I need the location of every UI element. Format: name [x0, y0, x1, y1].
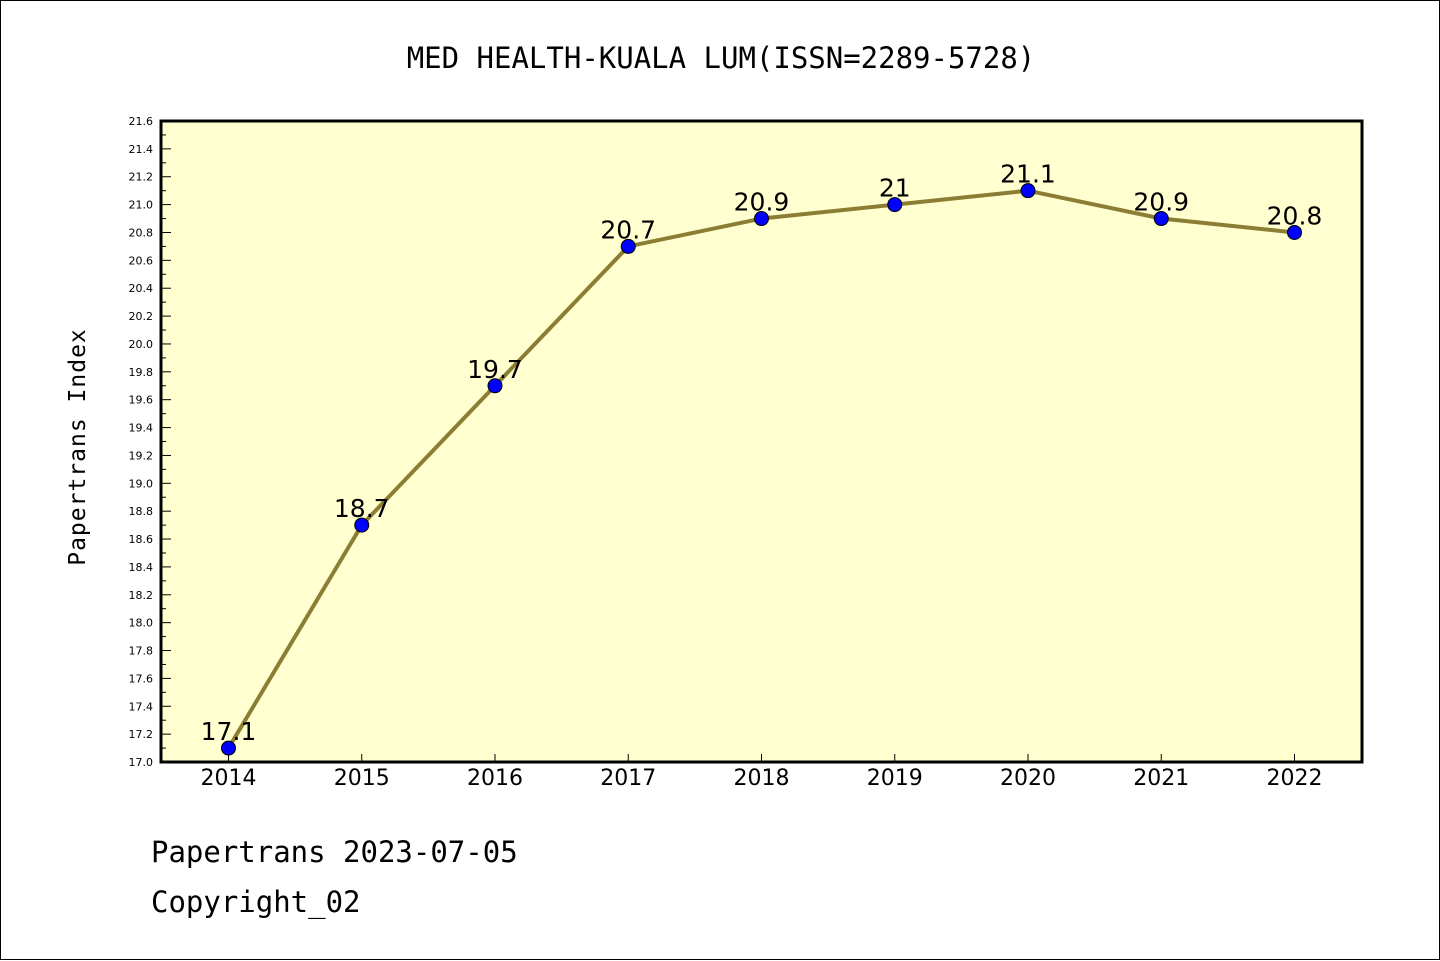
- y-tick-label: 20.0: [129, 338, 154, 351]
- x-tick-label: 2018: [734, 766, 790, 791]
- y-tick-label: 20.6: [129, 254, 154, 267]
- x-tick-label: 2014: [201, 766, 257, 791]
- data-point: [620, 238, 636, 254]
- data-point: [887, 197, 903, 213]
- y-tick-label: 18.6: [129, 533, 154, 546]
- data-point: [1153, 211, 1169, 227]
- x-tick-label: 2019: [867, 766, 923, 791]
- data-label: 18.7: [334, 494, 390, 523]
- data-label: 19.7: [467, 355, 523, 384]
- y-axis: 17.0 17.2 17.4 17.6 17.8 18.0 18.2 18.4 18.6 18.8…: [129, 115, 171, 769]
- y-tick-label: 21.2: [129, 171, 154, 184]
- x-tick-label: 2022: [1267, 766, 1323, 791]
- x-tick-label: 2016: [467, 766, 523, 791]
- data-point: [754, 211, 769, 227]
- y-tick-label: 18.8: [129, 505, 154, 518]
- footer-copyright: Copyright_02: [151, 885, 361, 919]
- y-tick-label: 21.6: [129, 115, 154, 128]
- series-line-group: 17.1 18.7 19.7 20.7 20.9 21 21.1 20.9 20.8: [201, 160, 1323, 756]
- data-point: [354, 517, 370, 533]
- data-point: [1020, 183, 1036, 199]
- y-tick-label: 19.6: [129, 394, 154, 407]
- y-tick-label: 21.4: [129, 143, 154, 156]
- y-tick-label: 17.6: [129, 672, 154, 685]
- data-label: 17.1: [201, 717, 257, 746]
- data-point: [221, 740, 236, 756]
- data-point: [487, 378, 503, 394]
- y-tick-label: 21.0: [129, 199, 154, 212]
- plot-area: [159, 119, 1364, 764]
- y-tick-label: 17.8: [129, 645, 154, 658]
- y-tick-label: 17.4: [129, 700, 154, 713]
- y-tick-label: 19.4: [129, 422, 154, 435]
- y-tick-label: 19.0: [129, 477, 154, 490]
- y-axis-label: Papertrans Index: [65, 328, 91, 566]
- x-tick-label: 2017: [600, 766, 656, 791]
- data-point: [1287, 224, 1302, 240]
- y-tick-label: 20.4: [129, 282, 154, 295]
- y-tick-label: 18.2: [129, 589, 154, 602]
- y-tick-label: 19.2: [129, 449, 154, 462]
- data-label: 20.9: [1133, 188, 1189, 217]
- y-tick-label: 17.2: [129, 728, 154, 741]
- data-label: 20.8: [1267, 201, 1323, 230]
- y-tick-label: 19.8: [129, 366, 154, 379]
- data-label: 21.1: [1000, 160, 1056, 189]
- y-tick-label: 18.0: [129, 617, 154, 630]
- data-label: 21: [879, 174, 911, 203]
- chart-title: MED HEALTH-KUALA LUM(ISSN=2289-5728): [407, 41, 1036, 75]
- y-tick-label: 17.0: [129, 756, 154, 769]
- footer-date: Papertrans 2023-07-05: [151, 835, 518, 869]
- x-tick-label: 2021: [1133, 766, 1189, 791]
- x-tick-label: 2020: [1000, 766, 1056, 791]
- y-tick-label: 18.4: [129, 561, 154, 574]
- data-label: 20.9: [734, 188, 790, 217]
- data-label: 20.7: [600, 215, 656, 244]
- x-tick-label: 2015: [334, 766, 390, 791]
- x-axis: 2014 2015 2016 2017 2018 2019 2020 2021 2022: [201, 754, 1323, 791]
- y-tick-label: 20.2: [129, 310, 154, 323]
- y-tick-label: 20.8: [129, 226, 154, 239]
